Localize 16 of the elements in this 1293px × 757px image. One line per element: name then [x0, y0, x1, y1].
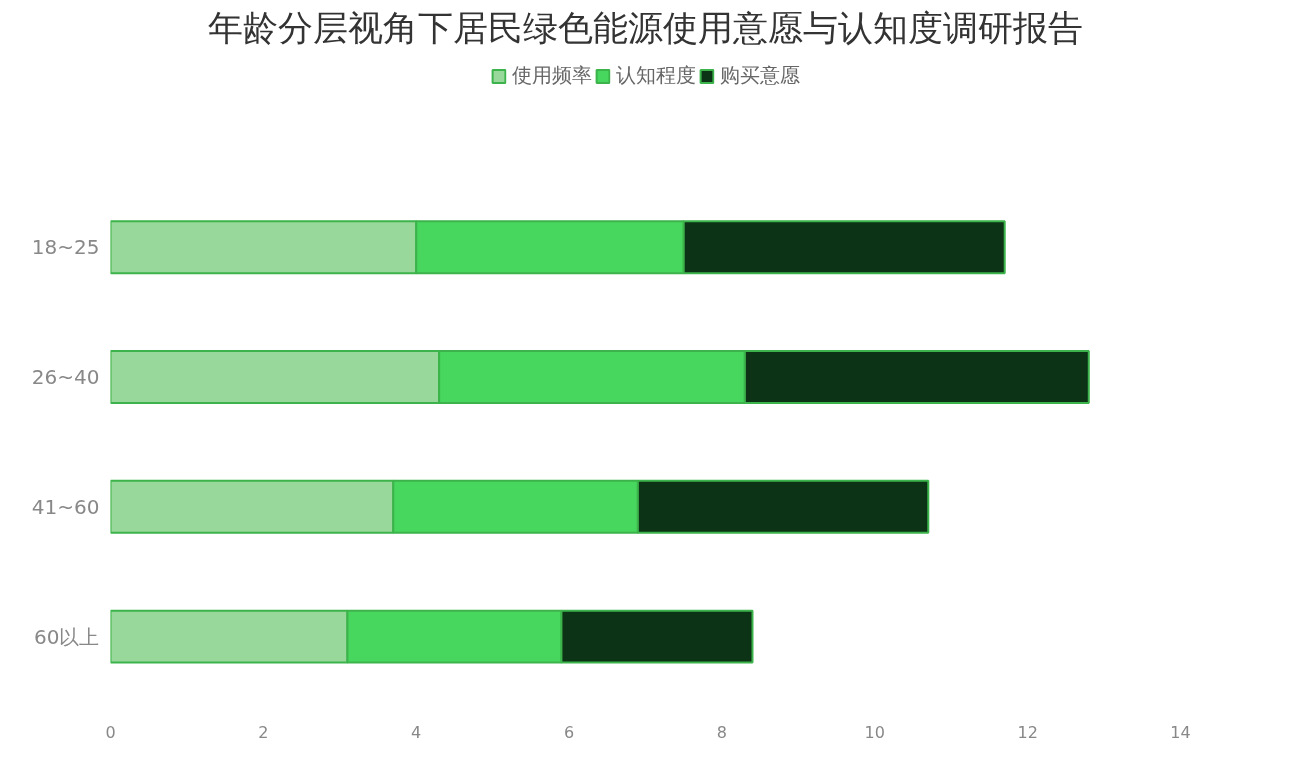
x-tick-label: 14	[1170, 722, 1191, 742]
y-tick-label: 18~25	[31, 235, 100, 260]
legend-label: 认知程度	[615, 62, 696, 89]
x-tick-label: 4	[411, 722, 422, 742]
x-tick-label: 10	[864, 722, 885, 742]
legend-label: 购买意愿	[719, 62, 800, 89]
x-tick-label: 6	[563, 722, 575, 742]
x-tick-label: 2	[258, 722, 269, 742]
x-tick-label: 0	[105, 722, 116, 742]
y-tick-label: 26~40	[31, 365, 100, 390]
legend-label: 使用频率	[511, 62, 592, 89]
y-tick-label: 41~60	[31, 494, 100, 519]
y-tick-label: 60以上	[34, 624, 100, 649]
x-tick-label: 8	[716, 722, 728, 742]
chart-title: 年龄分层视角下居民绿色能源使用意愿与认知度调研报告	[208, 7, 1083, 48]
x-tick-label: 12	[1017, 722, 1038, 742]
